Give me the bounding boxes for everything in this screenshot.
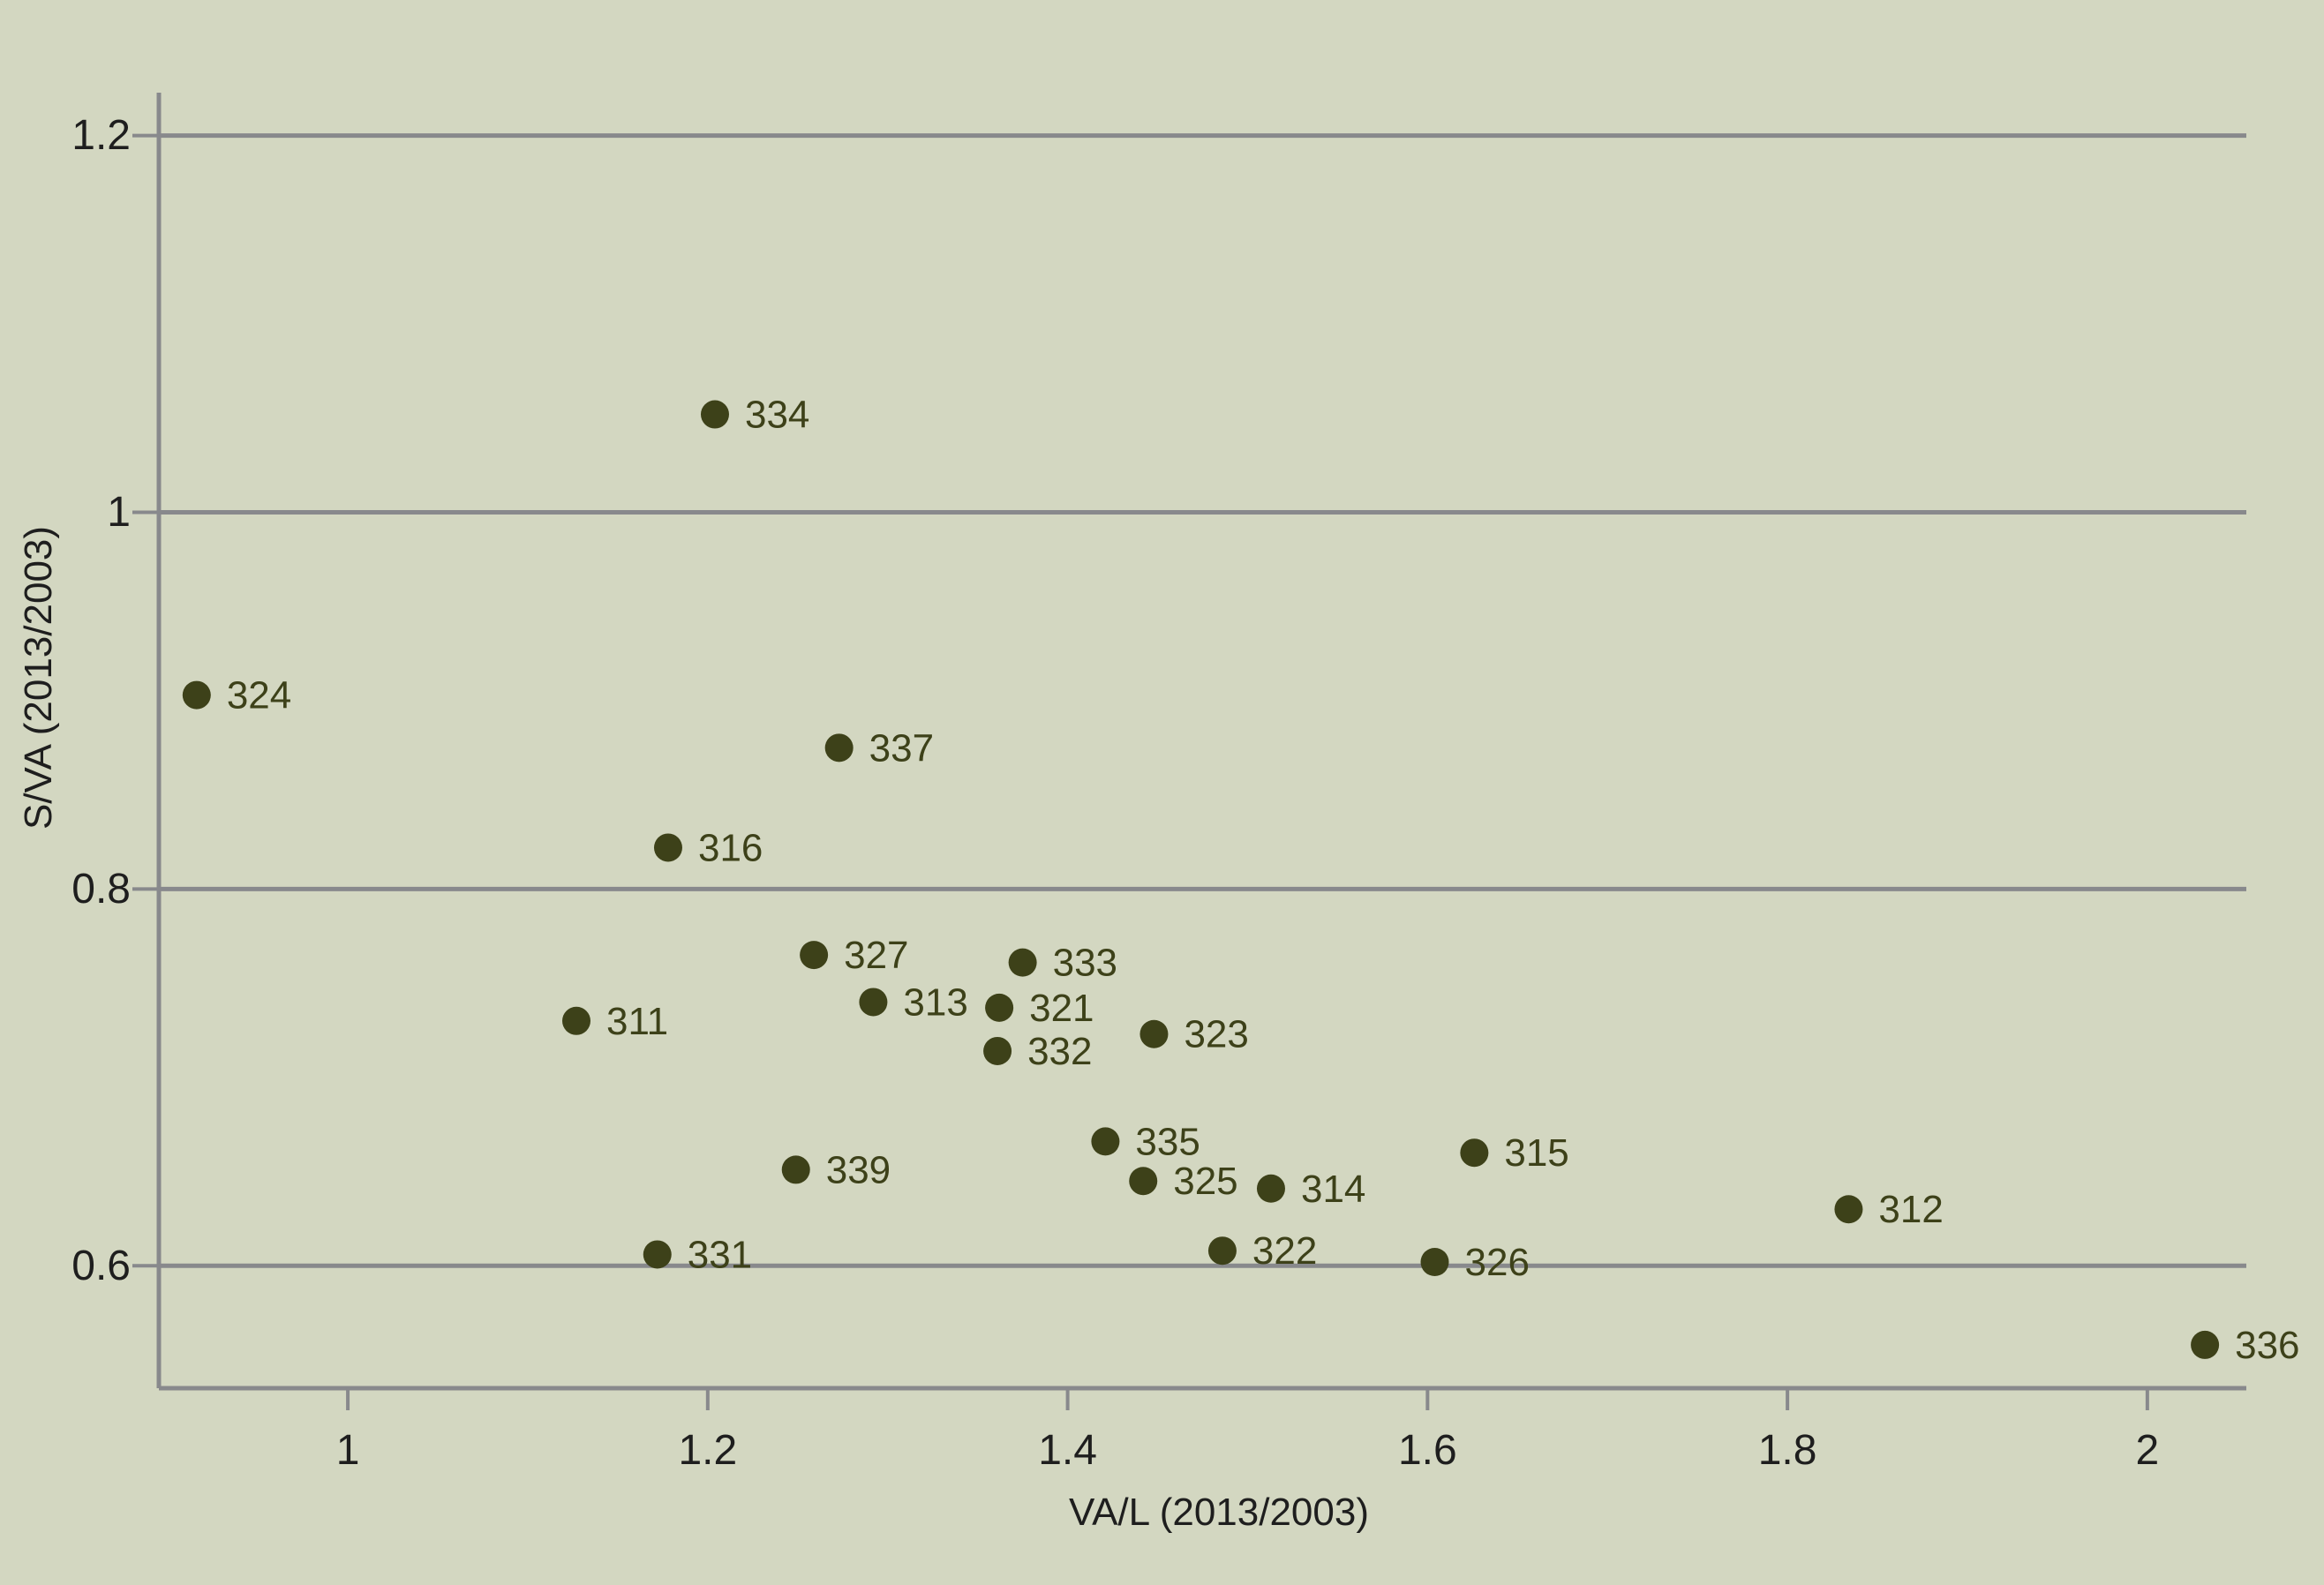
data-point-label-331: 331 xyxy=(688,1233,752,1276)
axes-layer: 0.6 0.8 1 1.2 1 1.2 1.4 1.6 1.8 2 xyxy=(71,93,2246,1474)
points-layer: 334 324 337 316 327 333 311 313 321 323 332 335 315 3… xyxy=(182,394,2300,1367)
y-tick-label: 0.8 xyxy=(71,866,131,913)
data-point-336 xyxy=(2191,1330,2220,1359)
data-point-label-337: 337 xyxy=(869,726,934,770)
data-point-333 xyxy=(1008,948,1037,977)
data-point-322 xyxy=(1207,1236,1237,1266)
data-point-label-313: 313 xyxy=(903,980,967,1024)
data-point-label-316: 316 xyxy=(698,826,763,869)
data-point-323 xyxy=(1139,1019,1169,1048)
data-point-label-336: 336 xyxy=(2235,1324,2299,1367)
data-point-label-322: 322 xyxy=(1252,1229,1317,1273)
grid-layer xyxy=(159,133,2246,1268)
data-point-325 xyxy=(1129,1167,1158,1196)
data-point-314 xyxy=(1256,1174,1285,1203)
x-axis-title: VA/L (2013/2003) xyxy=(1069,1491,1369,1534)
data-point-311 xyxy=(562,1006,590,1035)
data-point-315 xyxy=(1460,1138,1489,1168)
x-tick-label: 1.8 xyxy=(1758,1427,1817,1474)
data-point-label-314: 314 xyxy=(1301,1168,1365,1211)
data-point-321 xyxy=(985,993,1014,1022)
x-tick-label: 2 xyxy=(2136,1427,2160,1474)
data-point-label-327: 327 xyxy=(844,934,908,977)
data-point-313 xyxy=(859,988,888,1017)
data-point-324 xyxy=(182,680,211,710)
data-point-label-312: 312 xyxy=(1878,1188,1943,1231)
x-tick-label: 1 xyxy=(336,1427,360,1474)
data-point-label-324: 324 xyxy=(227,674,291,717)
x-tick-label: 1.2 xyxy=(678,1427,737,1474)
y-tick-label: 1.2 xyxy=(71,112,131,159)
data-point-326 xyxy=(1420,1248,1449,1276)
y-tick-label: 0.6 xyxy=(71,1243,131,1289)
data-point-label-325: 325 xyxy=(1173,1160,1237,1203)
data-point-335 xyxy=(1091,1127,1120,1156)
data-point-331 xyxy=(643,1240,672,1269)
x-tick-label: 1.4 xyxy=(1038,1427,1097,1474)
data-point-339 xyxy=(781,1155,810,1184)
data-point-327 xyxy=(800,941,829,970)
data-point-312 xyxy=(1834,1195,1863,1224)
data-point-332 xyxy=(983,1036,1012,1065)
data-point-label-323: 323 xyxy=(1184,1013,1248,1056)
data-point-label-334: 334 xyxy=(745,394,809,437)
data-point-label-315: 315 xyxy=(1504,1131,1568,1175)
data-point-label-326: 326 xyxy=(1465,1241,1530,1284)
data-point-316 xyxy=(653,833,682,862)
x-tick-label: 1.6 xyxy=(1398,1427,1457,1474)
y-tick-label: 1 xyxy=(107,489,131,536)
data-point-label-339: 339 xyxy=(826,1148,891,1191)
data-point-label-333: 333 xyxy=(1053,942,1117,985)
y-axis-title: S/VA (2013/2003) xyxy=(17,526,60,830)
data-point-337 xyxy=(824,733,854,762)
data-point-label-335: 335 xyxy=(1135,1120,1200,1163)
data-point-label-332: 332 xyxy=(1027,1030,1092,1073)
data-point-334 xyxy=(700,400,729,429)
data-point-label-321: 321 xyxy=(1029,987,1094,1030)
data-point-label-311: 311 xyxy=(606,1000,668,1043)
